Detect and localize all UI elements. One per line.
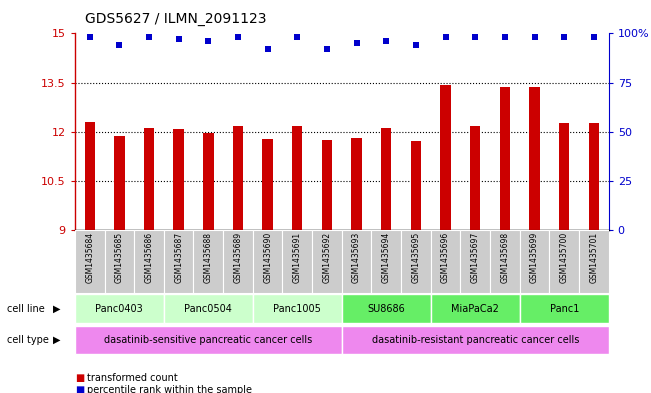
Point bbox=[589, 34, 599, 40]
Bar bbox=[164, 230, 193, 293]
Text: GSM1435700: GSM1435700 bbox=[560, 232, 569, 283]
Bar bbox=[342, 294, 431, 323]
Point bbox=[381, 38, 391, 44]
Point bbox=[322, 46, 332, 52]
Point bbox=[114, 42, 124, 48]
Point bbox=[411, 42, 421, 48]
Bar bbox=[262, 139, 273, 230]
Bar bbox=[312, 230, 342, 293]
Text: GSM1435693: GSM1435693 bbox=[352, 232, 361, 283]
Bar bbox=[529, 87, 540, 230]
Text: GSM1435691: GSM1435691 bbox=[293, 232, 302, 283]
Text: SU8686: SU8686 bbox=[367, 303, 405, 314]
Bar bbox=[134, 230, 164, 293]
Bar bbox=[431, 230, 460, 293]
Bar bbox=[233, 126, 243, 230]
Bar bbox=[223, 230, 253, 293]
Bar bbox=[253, 230, 283, 293]
Bar bbox=[470, 127, 480, 230]
Point bbox=[203, 38, 214, 44]
Text: ▶: ▶ bbox=[53, 335, 61, 345]
Text: GSM1435695: GSM1435695 bbox=[411, 232, 421, 283]
Text: transformed count: transformed count bbox=[87, 373, 177, 383]
Bar bbox=[164, 294, 253, 323]
Bar bbox=[372, 230, 401, 293]
Bar bbox=[519, 294, 609, 323]
Bar bbox=[411, 141, 421, 230]
Text: dasatinib-sensitive pancreatic cancer cells: dasatinib-sensitive pancreatic cancer ce… bbox=[104, 335, 312, 345]
Bar bbox=[203, 133, 214, 230]
Bar bbox=[144, 129, 154, 230]
Bar bbox=[589, 123, 599, 230]
Text: GSM1435686: GSM1435686 bbox=[145, 232, 154, 283]
Text: dasatinib-resistant pancreatic cancer cells: dasatinib-resistant pancreatic cancer ce… bbox=[372, 335, 579, 345]
Bar bbox=[490, 230, 519, 293]
Text: Panc1005: Panc1005 bbox=[273, 303, 321, 314]
Text: cell type: cell type bbox=[7, 335, 48, 345]
Bar bbox=[105, 230, 134, 293]
Bar bbox=[173, 129, 184, 230]
Text: ▶: ▶ bbox=[53, 303, 61, 314]
Point bbox=[500, 34, 510, 40]
Text: cell line: cell line bbox=[7, 303, 44, 314]
Text: Panc0403: Panc0403 bbox=[96, 303, 143, 314]
Text: MiaPaCa2: MiaPaCa2 bbox=[451, 303, 499, 314]
Bar bbox=[401, 230, 431, 293]
Bar bbox=[559, 123, 570, 230]
Bar bbox=[579, 230, 609, 293]
Point bbox=[440, 34, 450, 40]
Text: GSM1435688: GSM1435688 bbox=[204, 232, 213, 283]
Text: GSM1435684: GSM1435684 bbox=[85, 232, 94, 283]
Text: GSM1435685: GSM1435685 bbox=[115, 232, 124, 283]
Bar bbox=[85, 123, 95, 230]
Bar bbox=[253, 294, 342, 323]
Point bbox=[292, 34, 303, 40]
Point bbox=[85, 34, 95, 40]
Point bbox=[559, 34, 570, 40]
Bar bbox=[342, 326, 609, 354]
Text: GSM1435687: GSM1435687 bbox=[174, 232, 183, 283]
Bar bbox=[114, 136, 124, 230]
Text: GSM1435690: GSM1435690 bbox=[263, 232, 272, 283]
Bar bbox=[460, 230, 490, 293]
Point bbox=[233, 34, 243, 40]
Text: GSM1435696: GSM1435696 bbox=[441, 232, 450, 283]
Text: GSM1435689: GSM1435689 bbox=[234, 232, 242, 283]
Point bbox=[470, 34, 480, 40]
Text: Panc1: Panc1 bbox=[549, 303, 579, 314]
Bar bbox=[342, 230, 372, 293]
Bar bbox=[440, 85, 450, 230]
Bar bbox=[193, 230, 223, 293]
Bar bbox=[352, 138, 362, 230]
Bar bbox=[75, 294, 164, 323]
Text: GSM1435692: GSM1435692 bbox=[322, 232, 331, 283]
Text: Panc0504: Panc0504 bbox=[184, 303, 232, 314]
Bar bbox=[75, 326, 342, 354]
Text: GSM1435699: GSM1435699 bbox=[530, 232, 539, 283]
Text: GSM1435698: GSM1435698 bbox=[501, 232, 509, 283]
Bar bbox=[549, 230, 579, 293]
Bar bbox=[283, 230, 312, 293]
Bar bbox=[292, 127, 303, 230]
Bar bbox=[381, 128, 391, 230]
Point bbox=[352, 40, 362, 46]
Bar bbox=[519, 230, 549, 293]
Point bbox=[173, 36, 184, 42]
Text: GSM1435694: GSM1435694 bbox=[381, 232, 391, 283]
Bar bbox=[431, 294, 519, 323]
Text: GSM1435701: GSM1435701 bbox=[589, 232, 598, 283]
Bar bbox=[322, 140, 332, 230]
Text: percentile rank within the sample: percentile rank within the sample bbox=[87, 385, 251, 393]
Text: ■: ■ bbox=[75, 385, 84, 393]
Text: GSM1435697: GSM1435697 bbox=[471, 232, 480, 283]
Text: ■: ■ bbox=[75, 373, 84, 383]
Bar bbox=[75, 230, 105, 293]
Point bbox=[144, 34, 154, 40]
Bar bbox=[500, 87, 510, 230]
Point bbox=[529, 34, 540, 40]
Text: GDS5627 / ILMN_2091123: GDS5627 / ILMN_2091123 bbox=[85, 12, 266, 26]
Point bbox=[262, 46, 273, 52]
